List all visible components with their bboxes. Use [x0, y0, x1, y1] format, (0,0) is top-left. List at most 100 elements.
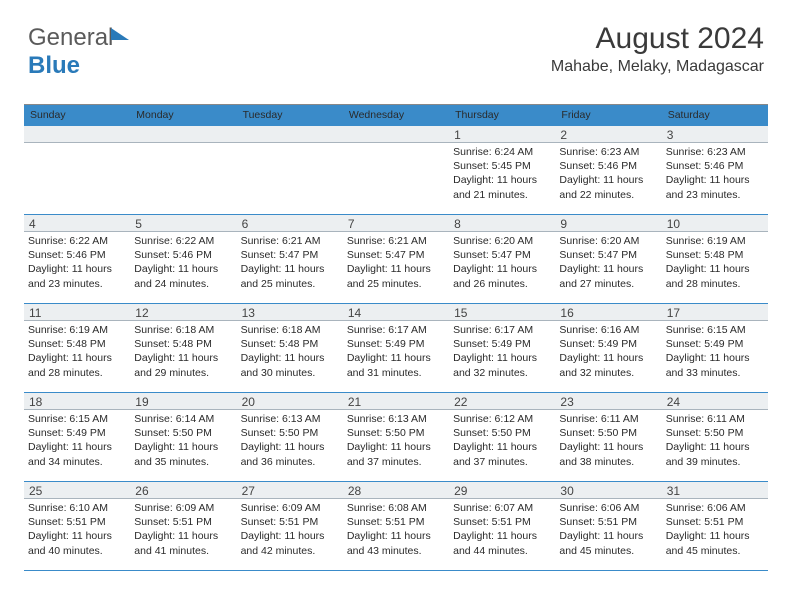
day-number-row: 11121314151617 [24, 304, 768, 321]
daylight-text: Daylight: 11 hours [347, 529, 445, 543]
day-number: 21 [343, 393, 449, 409]
daylight-text: Daylight: 11 hours [134, 440, 232, 454]
day-cell: Sunrise: 6:23 AMSunset: 5:46 PMDaylight:… [555, 143, 661, 214]
daylight-text: and 29 minutes. [134, 366, 232, 380]
sunset-text: Sunset: 5:47 PM [347, 248, 445, 262]
daylight-text: Daylight: 11 hours [28, 262, 126, 276]
day-cell: Sunrise: 6:11 AMSunset: 5:50 PMDaylight:… [662, 410, 768, 481]
sunrise-text: Sunrise: 6:09 AM [134, 501, 232, 515]
sunrise-text: Sunrise: 6:13 AM [241, 412, 339, 426]
month-title: August 2024 [551, 22, 764, 56]
day-number: 5 [130, 215, 236, 231]
sunrise-text: Sunrise: 6:19 AM [666, 234, 764, 248]
sunset-text: Sunset: 5:47 PM [559, 248, 657, 262]
day-cell: Sunrise: 6:21 AMSunset: 5:47 PMDaylight:… [343, 232, 449, 303]
day-cell: Sunrise: 6:13 AMSunset: 5:50 PMDaylight:… [237, 410, 343, 481]
day-number: 13 [237, 304, 343, 320]
daylight-text: and 22 minutes. [559, 188, 657, 202]
sunrise-text: Sunrise: 6:23 AM [666, 145, 764, 159]
day-number: 30 [555, 482, 661, 498]
daylight-text: Daylight: 11 hours [666, 262, 764, 276]
sunrise-text: Sunrise: 6:20 AM [559, 234, 657, 248]
day-data-row: Sunrise: 6:10 AMSunset: 5:51 PMDaylight:… [24, 499, 768, 571]
daylight-text: and 42 minutes. [241, 544, 339, 558]
weekday-header: Monday [130, 105, 236, 126]
daylight-text: Daylight: 11 hours [453, 262, 551, 276]
sunset-text: Sunset: 5:50 PM [559, 426, 657, 440]
sunrise-text: Sunrise: 6:17 AM [453, 323, 551, 337]
sunrise-text: Sunrise: 6:20 AM [453, 234, 551, 248]
daylight-text: and 41 minutes. [134, 544, 232, 558]
daylight-text: Daylight: 11 hours [28, 351, 126, 365]
daylight-text: Daylight: 11 hours [666, 351, 764, 365]
daylight-text: and 35 minutes. [134, 455, 232, 469]
sunset-text: Sunset: 5:46 PM [559, 159, 657, 173]
day-number [130, 126, 236, 142]
daylight-text: and 26 minutes. [453, 277, 551, 291]
daylight-text: Daylight: 11 hours [134, 262, 232, 276]
day-cell: Sunrise: 6:22 AMSunset: 5:46 PMDaylight:… [24, 232, 130, 303]
day-number: 3 [662, 126, 768, 142]
day-number: 8 [449, 215, 555, 231]
daylight-text: and 32 minutes. [559, 366, 657, 380]
sunset-text: Sunset: 5:49 PM [453, 337, 551, 351]
logo-text-1: General [28, 24, 113, 51]
day-cell: Sunrise: 6:18 AMSunset: 5:48 PMDaylight:… [130, 321, 236, 392]
page-header: August 2024 Mahabe, Melaky, Madagascar [551, 22, 764, 76]
weekday-header-row: Sunday Monday Tuesday Wednesday Thursday… [24, 105, 768, 126]
day-cell: Sunrise: 6:24 AMSunset: 5:45 PMDaylight:… [449, 143, 555, 214]
day-data-row: Sunrise: 6:22 AMSunset: 5:46 PMDaylight:… [24, 232, 768, 304]
daylight-text: Daylight: 11 hours [559, 440, 657, 454]
sunset-text: Sunset: 5:50 PM [134, 426, 232, 440]
day-cell: Sunrise: 6:09 AMSunset: 5:51 PMDaylight:… [237, 499, 343, 570]
sunrise-text: Sunrise: 6:10 AM [28, 501, 126, 515]
daylight-text: and 44 minutes. [453, 544, 551, 558]
daylight-text: Daylight: 11 hours [559, 262, 657, 276]
day-number-row: 18192021222324 [24, 393, 768, 410]
day-cell: Sunrise: 6:19 AMSunset: 5:48 PMDaylight:… [24, 321, 130, 392]
daylight-text: Daylight: 11 hours [28, 529, 126, 543]
day-number: 27 [237, 482, 343, 498]
day-number: 25 [24, 482, 130, 498]
sunset-text: Sunset: 5:47 PM [453, 248, 551, 262]
daylight-text: and 21 minutes. [453, 188, 551, 202]
day-number: 31 [662, 482, 768, 498]
day-cell: Sunrise: 6:06 AMSunset: 5:51 PMDaylight:… [555, 499, 661, 570]
day-cell: Sunrise: 6:11 AMSunset: 5:50 PMDaylight:… [555, 410, 661, 481]
daylight-text: Daylight: 11 hours [559, 173, 657, 187]
daylight-text: Daylight: 11 hours [347, 440, 445, 454]
day-cell: Sunrise: 6:12 AMSunset: 5:50 PMDaylight:… [449, 410, 555, 481]
sunrise-text: Sunrise: 6:18 AM [134, 323, 232, 337]
daylight-text: and 45 minutes. [666, 544, 764, 558]
daylight-text: Daylight: 11 hours [241, 351, 339, 365]
daylight-text: and 31 minutes. [347, 366, 445, 380]
logo-text-2: Blue [28, 52, 80, 79]
day-cell [237, 143, 343, 214]
sunset-text: Sunset: 5:49 PM [28, 426, 126, 440]
sunset-text: Sunset: 5:50 PM [241, 426, 339, 440]
day-cell: Sunrise: 6:13 AMSunset: 5:50 PMDaylight:… [343, 410, 449, 481]
sunrise-text: Sunrise: 6:13 AM [347, 412, 445, 426]
day-cell [24, 143, 130, 214]
daylight-text: Daylight: 11 hours [347, 262, 445, 276]
sunset-text: Sunset: 5:51 PM [28, 515, 126, 529]
sunrise-text: Sunrise: 6:08 AM [347, 501, 445, 515]
sunset-text: Sunset: 5:45 PM [453, 159, 551, 173]
day-number: 9 [555, 215, 661, 231]
daylight-text: Daylight: 11 hours [134, 351, 232, 365]
day-number [237, 126, 343, 142]
sunset-text: Sunset: 5:51 PM [666, 515, 764, 529]
sunset-text: Sunset: 5:49 PM [666, 337, 764, 351]
day-number: 12 [130, 304, 236, 320]
daylight-text: and 37 minutes. [453, 455, 551, 469]
day-cell: Sunrise: 6:17 AMSunset: 5:49 PMDaylight:… [343, 321, 449, 392]
day-data-row: Sunrise: 6:19 AMSunset: 5:48 PMDaylight:… [24, 321, 768, 393]
day-number: 11 [24, 304, 130, 320]
daylight-text: and 24 minutes. [134, 277, 232, 291]
daylight-text: Daylight: 11 hours [453, 529, 551, 543]
daylight-text: and 32 minutes. [453, 366, 551, 380]
daylight-text: Daylight: 11 hours [347, 351, 445, 365]
day-number-row: 45678910 [24, 215, 768, 232]
sunset-text: Sunset: 5:46 PM [134, 248, 232, 262]
daylight-text: and 40 minutes. [28, 544, 126, 558]
